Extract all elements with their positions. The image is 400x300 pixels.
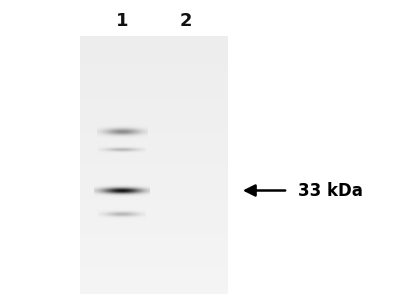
Text: 2: 2 xyxy=(180,12,192,30)
Text: 1: 1 xyxy=(116,12,128,30)
Text: 33 kDa: 33 kDa xyxy=(298,182,363,200)
